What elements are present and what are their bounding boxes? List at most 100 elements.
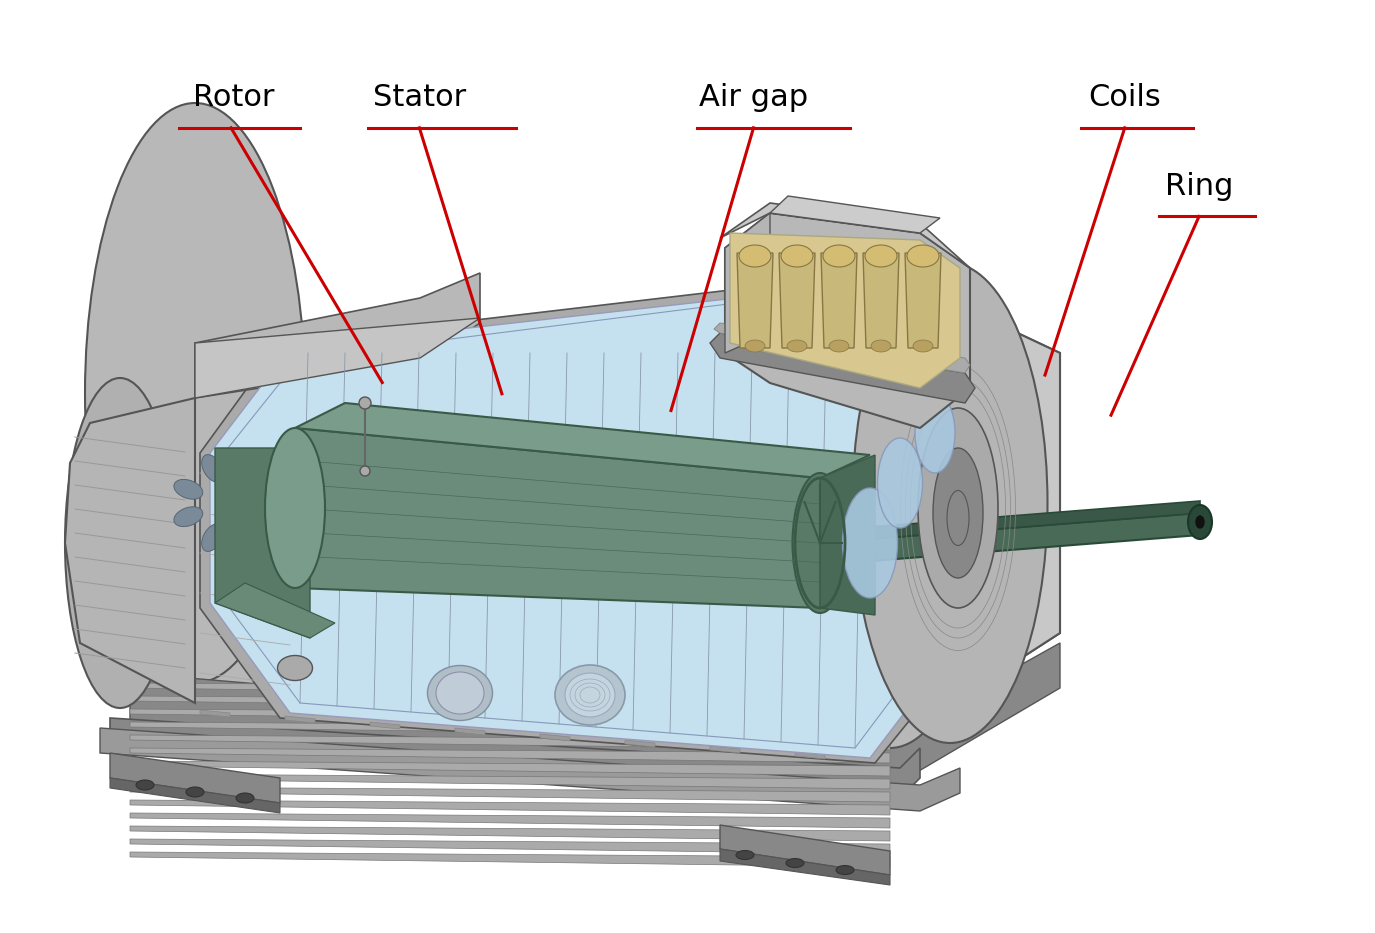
Ellipse shape [202, 454, 223, 482]
Polygon shape [820, 455, 874, 615]
Polygon shape [131, 787, 890, 802]
Polygon shape [214, 583, 336, 638]
Polygon shape [455, 728, 485, 735]
Polygon shape [820, 513, 1200, 565]
Polygon shape [131, 683, 890, 698]
Ellipse shape [428, 665, 492, 720]
Polygon shape [725, 213, 969, 428]
Ellipse shape [65, 378, 175, 708]
Ellipse shape [745, 340, 764, 352]
Polygon shape [905, 253, 940, 348]
Polygon shape [725, 213, 770, 353]
Ellipse shape [186, 787, 203, 797]
Ellipse shape [1196, 516, 1204, 528]
Ellipse shape [829, 340, 848, 352]
Ellipse shape [202, 524, 223, 551]
Ellipse shape [270, 517, 296, 540]
Polygon shape [195, 318, 480, 398]
Polygon shape [714, 323, 969, 373]
Ellipse shape [556, 665, 626, 725]
Polygon shape [195, 273, 1060, 743]
Polygon shape [720, 203, 969, 268]
Polygon shape [730, 233, 960, 388]
Ellipse shape [836, 866, 854, 874]
Ellipse shape [934, 448, 983, 578]
Ellipse shape [781, 245, 813, 267]
Polygon shape [131, 852, 890, 867]
Ellipse shape [241, 527, 258, 557]
Text: Stator: Stator [373, 83, 466, 112]
Polygon shape [65, 398, 195, 703]
Ellipse shape [278, 656, 312, 680]
Polygon shape [131, 774, 890, 789]
Polygon shape [100, 728, 960, 811]
Ellipse shape [852, 263, 1048, 743]
Polygon shape [720, 849, 890, 885]
Ellipse shape [136, 780, 154, 790]
Ellipse shape [918, 408, 998, 608]
Ellipse shape [843, 488, 898, 598]
Text: Ring: Ring [1165, 172, 1233, 201]
Ellipse shape [241, 449, 258, 479]
Polygon shape [626, 740, 654, 747]
Ellipse shape [792, 473, 847, 613]
Polygon shape [131, 761, 890, 776]
Text: Coils: Coils [1089, 83, 1160, 112]
Ellipse shape [265, 428, 324, 588]
Ellipse shape [270, 466, 296, 489]
Polygon shape [131, 813, 890, 828]
Ellipse shape [1188, 505, 1211, 539]
Polygon shape [214, 448, 309, 638]
Polygon shape [770, 196, 941, 233]
Polygon shape [199, 710, 230, 717]
Polygon shape [110, 718, 920, 798]
Polygon shape [285, 716, 315, 723]
Polygon shape [710, 746, 740, 753]
Ellipse shape [877, 438, 923, 528]
Ellipse shape [865, 245, 896, 267]
Polygon shape [131, 643, 1060, 788]
Polygon shape [131, 839, 890, 854]
Ellipse shape [914, 393, 956, 473]
Polygon shape [864, 253, 899, 348]
Ellipse shape [85, 103, 305, 683]
Ellipse shape [436, 672, 484, 714]
Polygon shape [795, 752, 825, 759]
Polygon shape [296, 403, 870, 478]
Polygon shape [890, 273, 1060, 743]
Ellipse shape [360, 466, 370, 476]
Polygon shape [540, 734, 571, 741]
Ellipse shape [913, 340, 934, 352]
Polygon shape [110, 778, 280, 813]
Polygon shape [131, 709, 890, 724]
Polygon shape [131, 696, 890, 711]
Ellipse shape [786, 858, 804, 868]
Ellipse shape [824, 245, 855, 267]
Polygon shape [210, 283, 950, 758]
Polygon shape [195, 273, 480, 398]
Polygon shape [131, 800, 890, 815]
Ellipse shape [870, 340, 891, 352]
Ellipse shape [565, 673, 615, 717]
Ellipse shape [786, 340, 807, 352]
Polygon shape [821, 253, 857, 348]
Ellipse shape [795, 278, 984, 748]
Ellipse shape [236, 793, 254, 803]
Text: Rotor: Rotor [193, 83, 275, 112]
Ellipse shape [280, 494, 309, 512]
Polygon shape [710, 333, 975, 403]
Ellipse shape [173, 480, 202, 499]
Polygon shape [296, 428, 820, 608]
Polygon shape [131, 826, 890, 841]
Ellipse shape [173, 507, 202, 526]
Polygon shape [199, 273, 960, 763]
Polygon shape [370, 722, 400, 729]
Ellipse shape [947, 491, 969, 546]
Ellipse shape [736, 851, 754, 859]
Ellipse shape [908, 245, 939, 267]
Polygon shape [220, 288, 930, 748]
Polygon shape [131, 735, 890, 750]
Text: Air gap: Air gap [698, 83, 808, 112]
Polygon shape [131, 748, 890, 763]
Polygon shape [720, 825, 890, 875]
